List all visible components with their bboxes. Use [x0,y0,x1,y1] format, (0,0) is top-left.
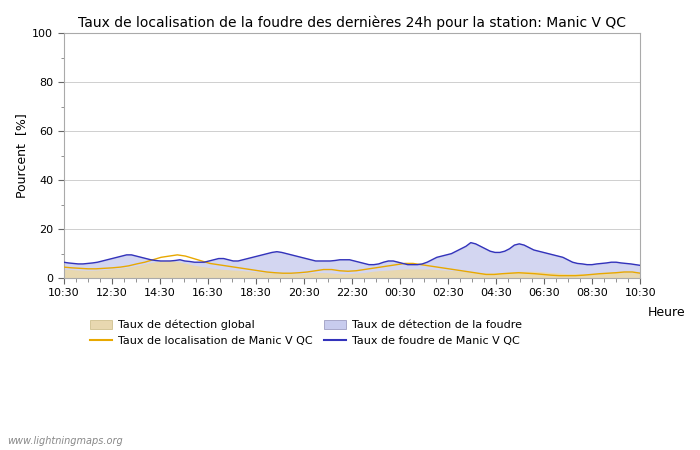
Y-axis label: Pourcent  [%]: Pourcent [%] [15,113,28,198]
Text: www.lightningmaps.org: www.lightningmaps.org [7,436,122,446]
Text: Heure: Heure [648,306,685,319]
Legend: Taux de détection global, Taux de localisation de Manic V QC, Taux de détection : Taux de détection global, Taux de locali… [90,320,522,346]
Title: Taux de localisation de la foudre des dernières 24h pour la station: Manic V QC: Taux de localisation de la foudre des de… [78,15,626,30]
